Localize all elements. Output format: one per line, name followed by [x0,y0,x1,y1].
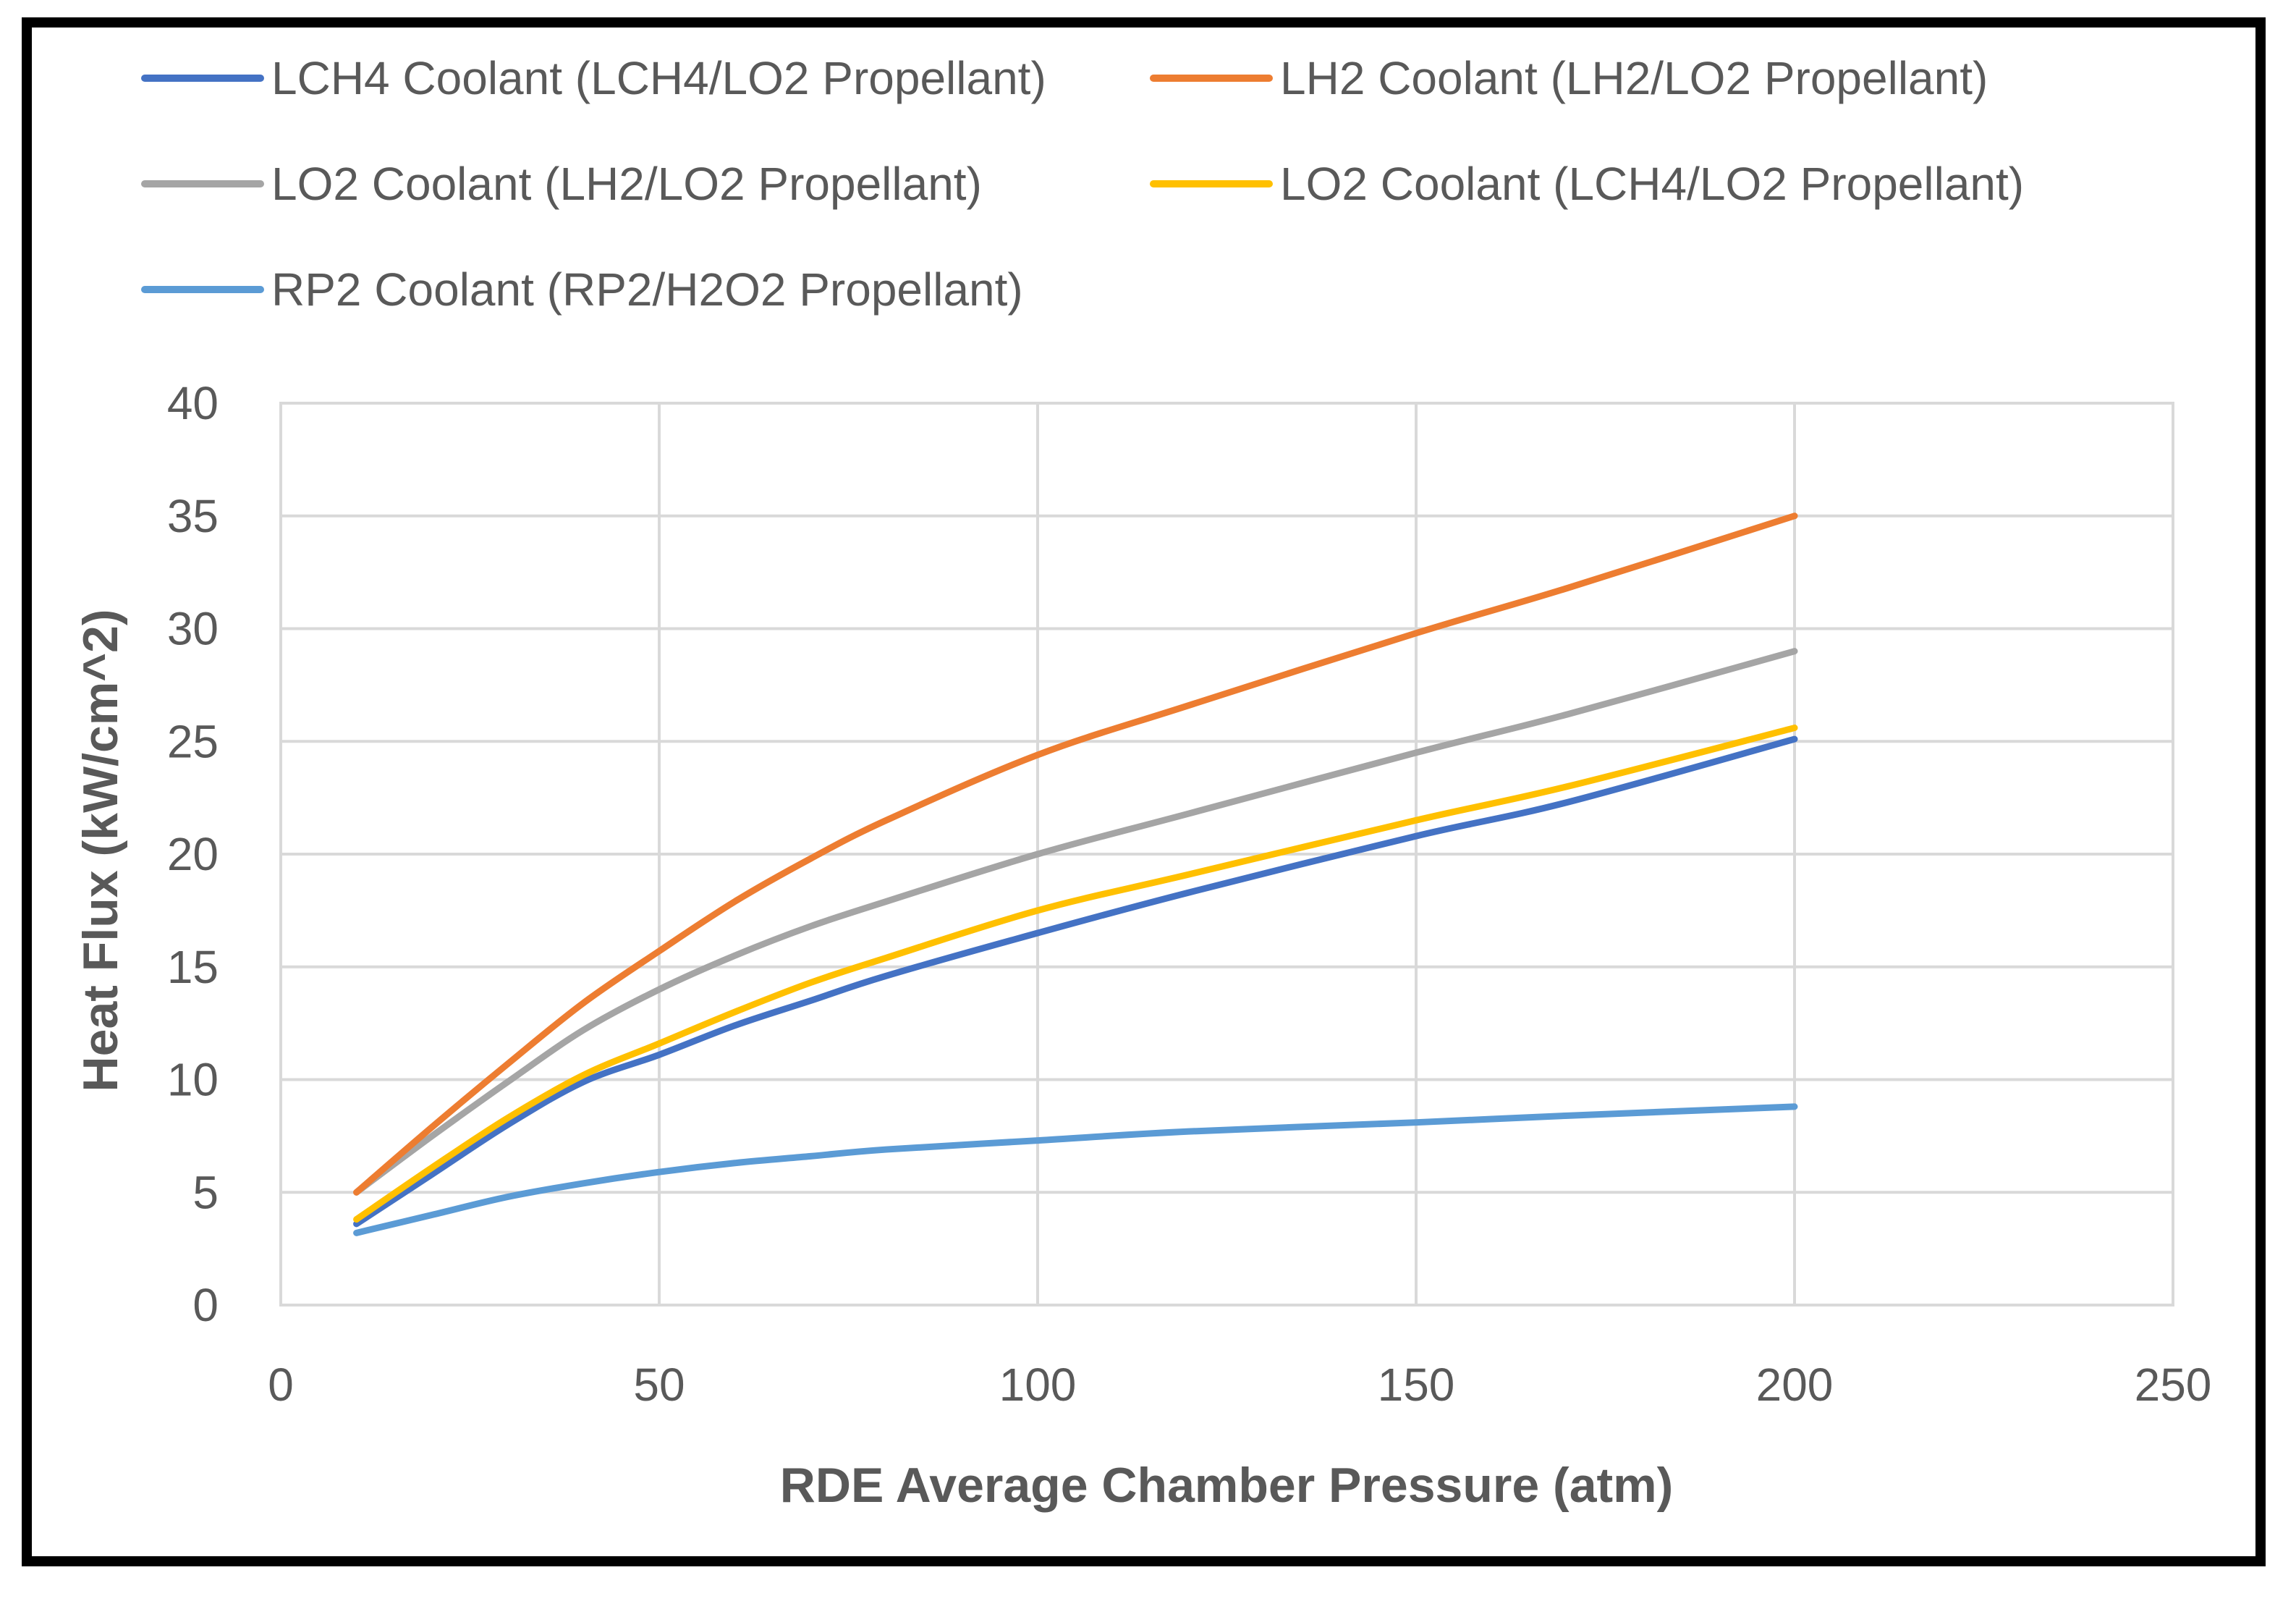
y-tick-label: 25 [167,715,219,767]
y-tick-label: 0 [192,1279,219,1331]
series-line-lch4-coolant-lch4-lo2-propellant [353,735,1798,1228]
legend-item-lo2-coolant-lh2-lo2-propellant: LO2 Coolant (LH2/LO2 Propellant) [141,158,982,210]
x-tick-label: 50 [633,1359,685,1411]
x-axis-title: RDE Average Chamber Pressure (atm) [780,1458,1674,1513]
y-tick-label: 15 [167,941,219,993]
series-line-lh2-coolant-lh2-lo2-propellant [353,512,1798,1196]
grid [279,402,2174,1307]
legend-label: LH2 Coolant (LH2/LO2 Propellant) [1280,52,1988,104]
x-tick-label: 150 [1378,1359,1455,1411]
y-tick-label: 10 [167,1054,219,1106]
chart-frame [22,17,2266,1566]
legend-item-rp2-coolant-rp2-h2o2-propellant: RP2 Coolant (RP2/H2O2 Propellant) [141,263,1023,316]
legend-label: LO2 Coolant (LH2/LO2 Propellant) [271,158,982,210]
legend-label: RP2 Coolant (RP2/H2O2 Propellant) [271,263,1023,316]
legend: LCH4 Coolant (LCH4/LO2 Propellant) LH2 Co… [141,52,2024,316]
legend-item-lo2-coolant-lch4-lo2-propellant: LO2 Coolant (LCH4/LO2 Propellant) [1150,158,2024,210]
x-tick-label: 250 [2135,1359,2212,1411]
legend-label: LO2 Coolant (LCH4/LO2 Propellant) [1280,158,2024,210]
legend-item-lch4-coolant-lch4-lo2-propellant: LCH4 Coolant (LCH4/LO2 Propellant) [141,52,1046,104]
legend-label: LCH4 Coolant (LCH4/LO2 Propellant) [271,52,1046,104]
y-tick-label: 20 [167,828,219,880]
y-tick-label: 5 [192,1166,219,1218]
y-tick-label: 30 [167,603,219,655]
x-tick-label: 0 [268,1359,294,1411]
plot-area [279,402,2174,1307]
series-layer [353,512,1798,1236]
y-axis-title: Heat Flux (kW/cm^2) [73,609,128,1092]
y-tick-label: 35 [167,490,219,542]
x-tick-label: 100 [999,1359,1077,1411]
x-axis-ticks: 0 50 100 150 200 250 [268,1359,2211,1411]
series-line-lo2-coolant-lch4-lo2-propellant [353,725,1798,1223]
y-axis-ticks: 0 5 10 15 20 25 30 35 40 [167,377,219,1331]
legend-item-lh2-coolant-lh2-lo2-propellant: LH2 Coolant (LH2/LO2 Propellant) [1150,52,1988,104]
plot-border [279,402,2174,1307]
series-line-rp2-coolant-rp2-h2o2-propellant [353,1103,1798,1236]
y-tick-label: 40 [167,377,219,429]
x-tick-label: 200 [1756,1359,1834,1411]
series-line-lo2-coolant-lh2-lo2-propellant [353,648,1798,1196]
